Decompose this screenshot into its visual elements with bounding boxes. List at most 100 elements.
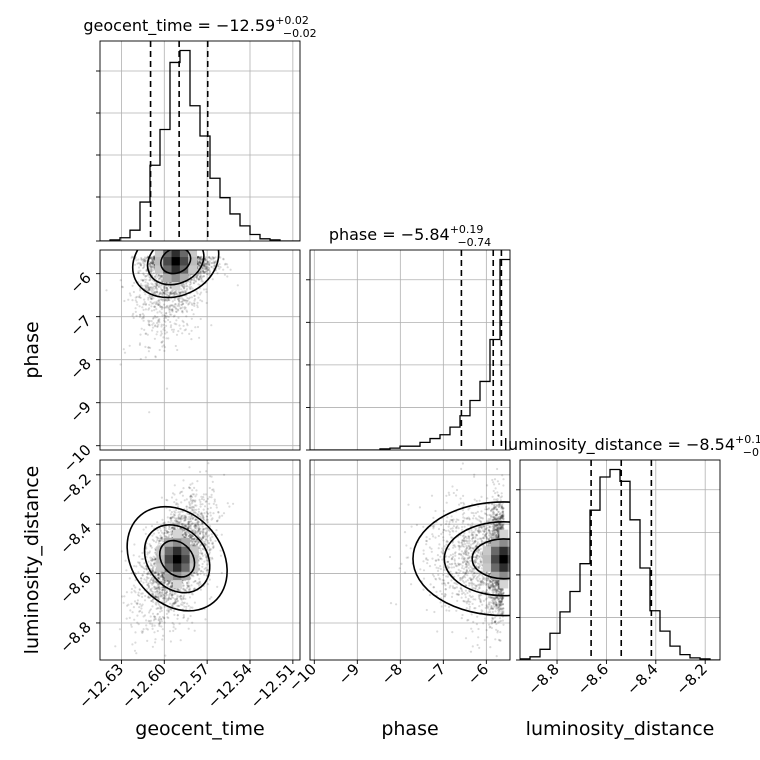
sample-point [201, 522, 204, 526]
sample-point [212, 267, 215, 270]
sample-point [202, 496, 205, 499]
sample-point [154, 355, 157, 358]
sample-point [185, 315, 188, 318]
sample-point [147, 596, 150, 599]
sample-point [151, 559, 154, 563]
sample-point [145, 332, 148, 335]
sample-point [197, 255, 200, 258]
sample-point [152, 256, 155, 259]
sample-point [189, 287, 192, 291]
sample-point [197, 278, 200, 281]
sample-point [180, 284, 184, 287]
sample-point [178, 291, 181, 294]
sample-point [161, 572, 164, 576]
sample-point [167, 535, 170, 539]
sample-point [193, 571, 196, 574]
sample-point [174, 344, 177, 348]
sample-point [193, 525, 196, 528]
sample-point [148, 303, 151, 306]
sample-point [149, 279, 152, 282]
sample-point [162, 577, 165, 580]
sample-point [196, 518, 199, 521]
sample-point [156, 316, 159, 319]
sample-point [189, 495, 192, 498]
sample-point [177, 330, 180, 333]
sample-point [150, 270, 153, 273]
sample-point [134, 307, 137, 310]
sample-point [166, 609, 169, 612]
sample-point [181, 302, 185, 306]
sample-point [158, 539, 161, 542]
sample-point [137, 271, 140, 275]
sample-point [174, 599, 177, 603]
sample-point [197, 527, 200, 530]
sample-point [163, 581, 167, 584]
sample-point [193, 279, 196, 282]
sample-point [146, 256, 149, 259]
sample-point [199, 277, 202, 280]
sample-point [170, 536, 173, 539]
sample-point [202, 269, 205, 273]
sample-point [160, 298, 163, 301]
sample-point [218, 267, 221, 270]
sample-point [154, 324, 157, 327]
sample-point [186, 299, 189, 302]
sample-point [162, 572, 165, 575]
sample-point [165, 311, 168, 315]
sample-point [193, 294, 196, 297]
sample-point [165, 580, 168, 583]
sample-point [149, 587, 152, 591]
sample-point [205, 574, 208, 577]
sample-point [180, 522, 184, 526]
sample-point [173, 293, 176, 297]
sample-point [156, 583, 159, 586]
sample-point [156, 291, 159, 294]
sample-point [181, 310, 184, 313]
sample-point [145, 581, 148, 584]
sample-point [184, 524, 188, 528]
sample-point [194, 499, 197, 502]
sample-point [157, 303, 160, 306]
sample-point [184, 517, 187, 520]
sample-point [190, 533, 193, 536]
sample-point [160, 330, 163, 333]
sample-point [190, 317, 193, 320]
sample-point [168, 509, 171, 512]
sample-point [195, 543, 199, 546]
sample-point [152, 256, 155, 259]
sample-point [132, 554, 135, 557]
sample-point [174, 598, 177, 601]
sample-point [168, 597, 171, 600]
sample-point [196, 276, 199, 279]
sample-point [198, 581, 202, 584]
sample-point [202, 275, 205, 278]
sample-point [161, 573, 164, 576]
sample-point [172, 623, 175, 626]
sample-point [194, 279, 197, 282]
sample-point [174, 303, 177, 306]
sample-point [170, 604, 174, 607]
sample-point [174, 511, 177, 514]
sample-point [182, 514, 185, 517]
sample-point [155, 302, 158, 305]
sample-point [185, 533, 188, 536]
sample-point [159, 305, 162, 308]
sample-point [202, 270, 205, 273]
sample-point [163, 317, 166, 320]
sample-point [171, 594, 174, 597]
sample-point [161, 572, 164, 575]
sample-point [149, 276, 152, 279]
sample-point [160, 593, 163, 596]
sample-point [197, 296, 200, 299]
sample-point [196, 531, 199, 534]
sample-point [188, 486, 191, 489]
sample-point [141, 279, 145, 282]
sample-point [169, 586, 172, 589]
sample-point [145, 567, 148, 570]
sample-point [167, 298, 170, 302]
sample-point [192, 538, 195, 541]
sample-point [182, 299, 185, 302]
sample-point [202, 270, 205, 273]
sample-point [179, 327, 182, 330]
sample-point [158, 588, 161, 591]
